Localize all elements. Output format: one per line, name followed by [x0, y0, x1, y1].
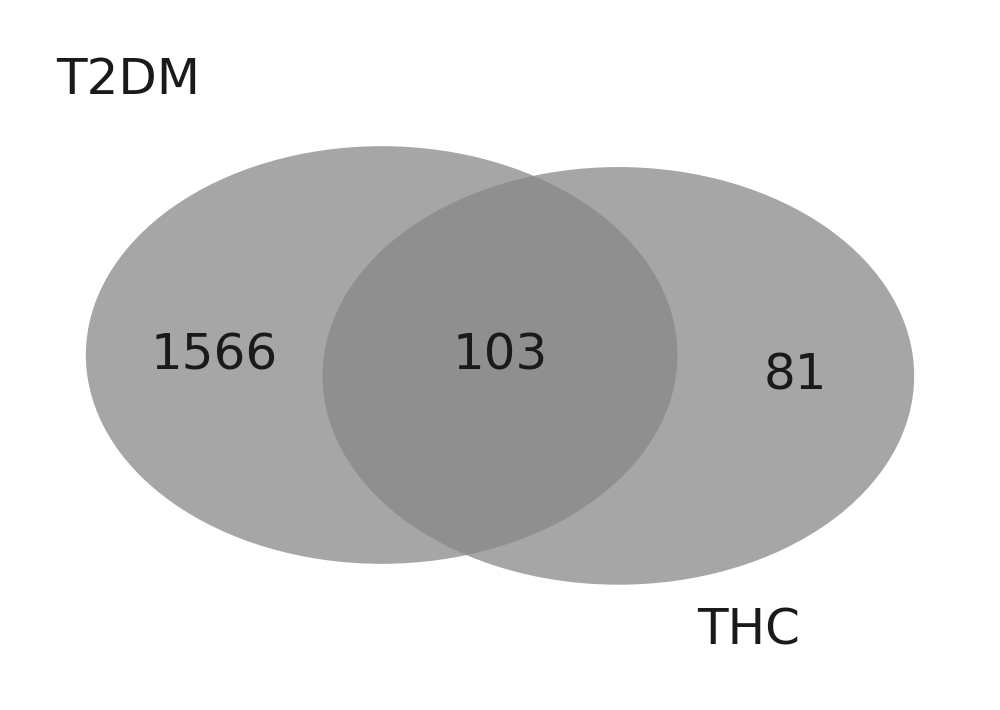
Circle shape: [322, 167, 914, 585]
Text: T2DM: T2DM: [56, 55, 200, 104]
Circle shape: [86, 146, 678, 564]
Text: THC: THC: [697, 606, 800, 655]
Text: 103: 103: [452, 331, 548, 379]
Text: 81: 81: [764, 352, 828, 400]
Text: 1566: 1566: [150, 331, 278, 379]
